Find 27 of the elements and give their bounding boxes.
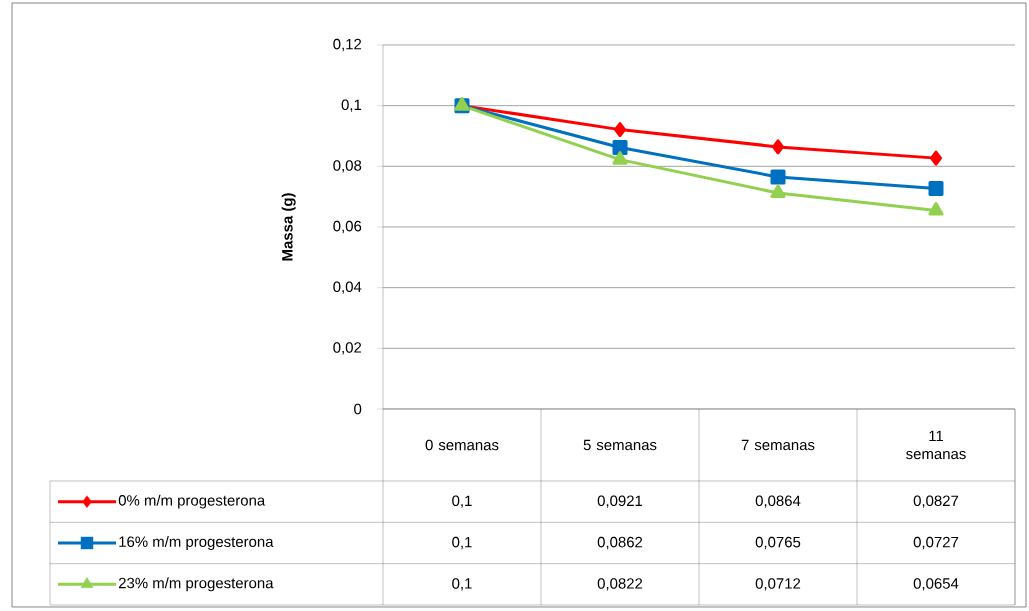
data-label: 0,0822 <box>597 578 643 591</box>
data-label: 0,0827 <box>913 495 959 508</box>
data-label: 0,1 <box>452 578 472 591</box>
y-tick-label: 0,08 <box>333 160 362 173</box>
x-tick-label: 7 semanas <box>741 439 815 451</box>
data-label: 0,0921 <box>597 495 643 508</box>
y-tick-label: 0 <box>354 403 362 415</box>
x-tick-label: 5 semanas <box>583 439 657 451</box>
data-label: 0,0864 <box>755 495 801 508</box>
x-tick-label: 11 semanas <box>906 430 966 460</box>
legend-label: 0% m/m progesterona <box>118 494 266 509</box>
data-label: 0,0765 <box>755 536 801 550</box>
y-axis-title: Massa (g) <box>281 193 296 261</box>
legend-label: 16% m/m progesterona <box>119 536 274 550</box>
y-tick-label: 0,12 <box>333 38 362 52</box>
y-tick-label: 0,06 <box>333 220 362 234</box>
x-tick-label: 0 semanas <box>425 439 499 451</box>
data-label: 0,1 <box>452 536 472 550</box>
data-label: 0,0862 <box>597 536 643 550</box>
data-label: 0,1 <box>452 495 472 508</box>
data-label: 0,0654 <box>913 578 959 591</box>
legend-label: 23% m/m progesterona <box>118 577 274 592</box>
y-tick-label: 0,04 <box>333 281 362 294</box>
data-label: 0,0727 <box>913 536 959 550</box>
data-label: 0,0712 <box>755 578 801 591</box>
y-tick-label: 0,02 <box>333 342 362 355</box>
y-tick-label: 0,1 <box>341 99 362 112</box>
